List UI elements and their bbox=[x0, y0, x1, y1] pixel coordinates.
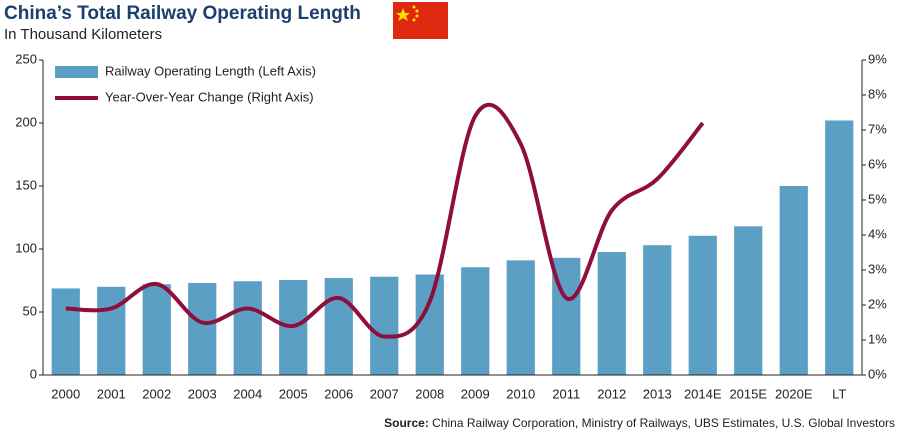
x-tick-label: 2014E bbox=[684, 386, 722, 401]
bar bbox=[415, 274, 444, 375]
bar bbox=[597, 252, 626, 375]
bar bbox=[370, 276, 399, 375]
x-tick-label: 2000 bbox=[51, 386, 80, 401]
bar bbox=[233, 281, 262, 375]
x-tick-label: 2007 bbox=[370, 386, 399, 401]
bar bbox=[324, 277, 353, 375]
y-tick-label: 0 bbox=[30, 366, 37, 381]
x-tick-label: 2015E bbox=[729, 386, 767, 401]
bar bbox=[779, 186, 808, 375]
bar bbox=[188, 283, 217, 375]
bar bbox=[506, 260, 535, 375]
chart-title: China’s Total Railway Operating Length bbox=[4, 3, 361, 24]
x-tick-label: 2001 bbox=[97, 386, 126, 401]
legend-label: Year-Over-Year Change (Right Axis) bbox=[105, 89, 314, 104]
x-tick-label: 2006 bbox=[324, 386, 353, 401]
bar bbox=[97, 286, 126, 375]
y2-tick-label: 7% bbox=[868, 121, 887, 136]
y-tick-label: 100 bbox=[15, 240, 37, 255]
x-tick-label: 2020E bbox=[775, 386, 813, 401]
flag bbox=[393, 2, 448, 39]
y-tick-label: 50 bbox=[23, 303, 37, 318]
y-tick-label: 150 bbox=[15, 177, 37, 192]
x-tick-label: 2005 bbox=[279, 386, 308, 401]
y2-tick-label: 2% bbox=[868, 296, 887, 311]
y2-tick-label: 1% bbox=[868, 331, 887, 346]
x-tick-label: 2002 bbox=[142, 386, 171, 401]
bar bbox=[142, 284, 171, 375]
bar bbox=[825, 120, 854, 375]
x-tick-label: 2011 bbox=[552, 386, 580, 401]
x-tick-label: 2010 bbox=[506, 386, 535, 401]
x-tick-label: 2013 bbox=[643, 386, 672, 401]
source-text: China Railway Corporation, Ministry of R… bbox=[432, 416, 895, 430]
bar bbox=[51, 288, 80, 375]
source-label: Source: bbox=[384, 416, 429, 430]
legend-label: Railway Operating Length (Left Axis) bbox=[105, 63, 316, 78]
bar bbox=[461, 267, 490, 375]
y2-tick-label: 8% bbox=[868, 86, 887, 101]
y2-tick-label: 0% bbox=[868, 366, 887, 381]
x-tick-label: 2012 bbox=[597, 386, 626, 401]
chart-subtitle: In Thousand Kilometers bbox=[4, 26, 162, 43]
x-tick-label: 2004 bbox=[233, 386, 262, 401]
source: Source: China Railway Corporation, Minis… bbox=[384, 416, 895, 430]
x-tick-label: 2008 bbox=[415, 386, 444, 401]
bar bbox=[734, 226, 763, 375]
y2-tick-label: 3% bbox=[868, 261, 887, 276]
y-tick-label: 250 bbox=[15, 51, 37, 66]
y2-tick-label: 5% bbox=[868, 191, 887, 206]
line bbox=[65, 102, 705, 339]
x-tick-label: 2003 bbox=[188, 386, 217, 401]
y2-tick-label: 9% bbox=[868, 51, 887, 66]
x-tick-label: 2009 bbox=[461, 386, 490, 401]
bar bbox=[643, 245, 672, 375]
legend-swatch bbox=[55, 66, 98, 78]
y2-tick-label: 6% bbox=[868, 156, 887, 171]
y-tick-label: 200 bbox=[15, 114, 37, 129]
y2-tick-label: 4% bbox=[868, 226, 887, 241]
x-tick-label: LT bbox=[832, 386, 846, 401]
bar bbox=[688, 235, 717, 375]
